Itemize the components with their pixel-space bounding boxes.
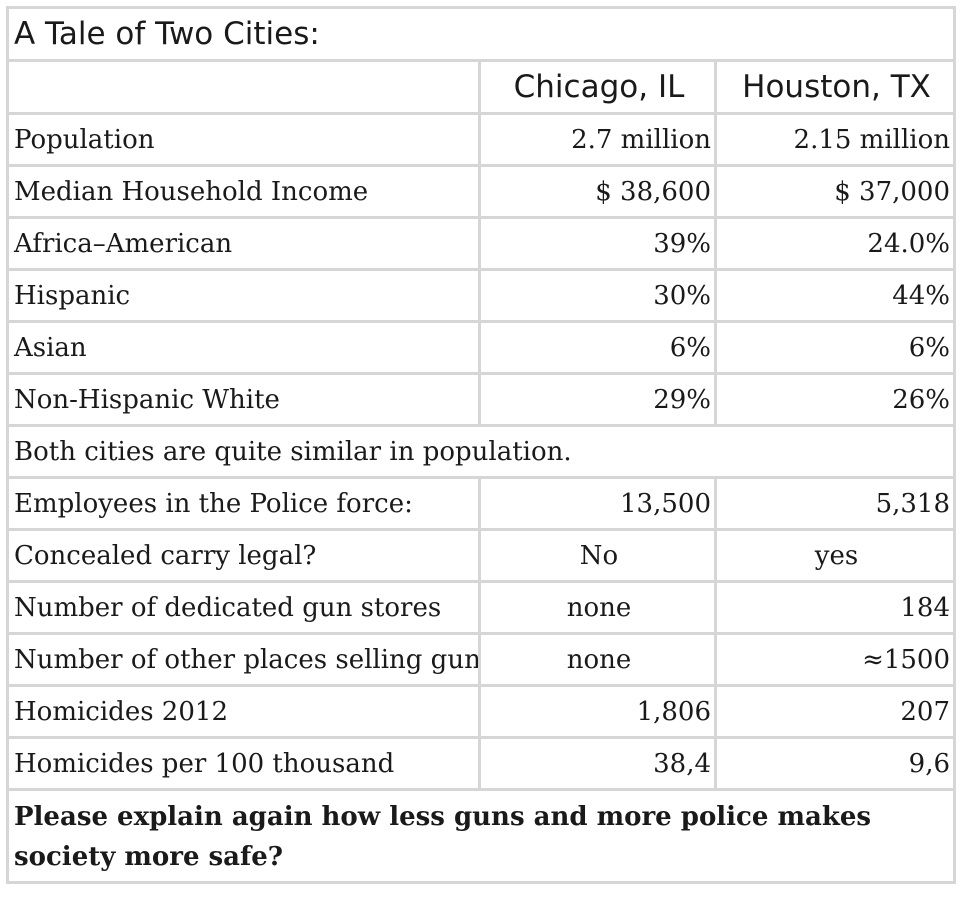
table-row: Number of dedicated gun stores none 184: [6, 580, 957, 635]
houston-value: 24.0%: [713, 216, 957, 271]
table-row: Homicides 2012 1,806 207: [6, 684, 957, 739]
closing-question: Please explain again how less guns and m…: [5, 788, 957, 884]
row-label: Number of dedicated gun stores: [6, 580, 481, 635]
row-label: Homicides per 100 thousand: [6, 736, 481, 791]
row-label: Africa–American: [6, 216, 481, 271]
houston-value: 44%: [713, 268, 957, 323]
chicago-value: 1,806: [478, 684, 717, 739]
header-empty-cell: [6, 59, 481, 115]
row-label: Hispanic: [6, 268, 481, 323]
header-chicago: Chicago, IL: [478, 59, 717, 115]
table-row: Population 2.7 million 2.15 million: [6, 112, 957, 167]
houston-value: $ 37,000: [713, 164, 957, 219]
closing-row: Please explain again how less guns and m…: [5, 788, 957, 884]
row-label: Median Household Income: [6, 164, 481, 219]
chicago-value: 39%: [478, 216, 717, 271]
houston-value: 9,6: [713, 736, 957, 791]
table-row: Africa–American 39% 24.0%: [6, 216, 957, 271]
row-label: Concealed carry legal?: [6, 528, 481, 583]
table-row: Non-Hispanic White 29% 26%: [6, 372, 957, 427]
title-row: A Tale of Two Cities:: [5, 6, 957, 62]
row-label: Number of other places selling guns: [6, 632, 481, 687]
houston-value: 184: [713, 580, 957, 635]
header-row: Chicago, IL Houston, TX: [6, 59, 957, 115]
chicago-value: No: [478, 528, 717, 583]
houston-value: 26%: [713, 372, 957, 427]
chicago-value: 6%: [478, 320, 717, 375]
table-row: Hispanic 30% 44%: [6, 268, 957, 323]
chicago-value: 30%: [478, 268, 717, 323]
houston-value: yes: [713, 528, 957, 583]
row-label: Asian: [6, 320, 481, 375]
comparison-table: A Tale of Two Cities: Chicago, IL Housto…: [5, 6, 957, 884]
row-label: Non-Hispanic White: [6, 372, 481, 427]
note-row: Both cities are quite similar in populat…: [5, 424, 957, 479]
houston-value: 6%: [713, 320, 957, 375]
table-row: Concealed carry legal? No yes: [6, 528, 957, 583]
chicago-value: 2.7 million: [478, 112, 717, 167]
chicago-value: 29%: [478, 372, 717, 427]
chicago-value: none: [478, 632, 717, 687]
chicago-value: none: [478, 580, 717, 635]
row-label: Employees in the Police force:: [6, 476, 481, 531]
houston-value: 207: [713, 684, 957, 739]
houston-value: ≈1500: [713, 632, 957, 687]
table-row: Median Household Income $ 38,600 $ 37,00…: [6, 164, 957, 219]
header-houston: Houston, TX: [713, 59, 957, 115]
houston-value: 5,318: [713, 476, 957, 531]
row-label: Homicides 2012: [6, 684, 481, 739]
houston-value: 2.15 million: [713, 112, 957, 167]
chicago-value: 38,4: [478, 736, 717, 791]
table-title: A Tale of Two Cities:: [5, 6, 957, 62]
chicago-value: 13,500: [478, 476, 717, 531]
note-text: Both cities are quite similar in populat…: [5, 424, 957, 479]
table-row: Asian 6% 6%: [6, 320, 957, 375]
table-row: Number of other places selling guns none…: [6, 632, 957, 687]
comparison-table-wrapper: A Tale of Two Cities: Chicago, IL Housto…: [5, 6, 957, 884]
table-row: Homicides per 100 thousand 38,4 9,6: [6, 736, 957, 791]
table-row: Employees in the Police force: 13,500 5,…: [6, 476, 957, 531]
chicago-value: $ 38,600: [478, 164, 717, 219]
row-label: Population: [6, 112, 481, 167]
